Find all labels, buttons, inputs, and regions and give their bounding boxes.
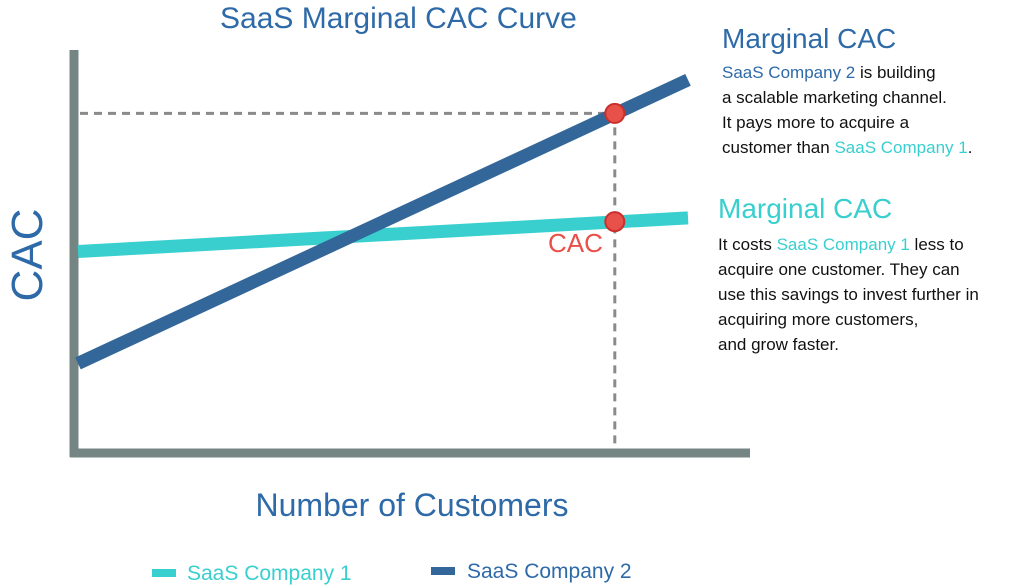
annotation-title-company-2: Marginal CAC [722, 23, 896, 54]
annotation-company-1: Marginal CAC It costs SaaS Company 1 les… [718, 193, 979, 354]
x-axis-label: Number of Customers [256, 487, 569, 523]
annotation-company-2-line-3: It pays more to acquire a [722, 113, 910, 132]
series-line-company-2 [75, 73, 691, 370]
annotation-company-1-line-1-seg-2: SaaS Company 1 [777, 235, 910, 254]
annotation-company-2-line-2-seg-1: a scalable marketing channel. [722, 88, 947, 107]
legend-swatch-company-2 [431, 567, 455, 575]
legend-label-company-2: SaaS Company 2 [467, 560, 632, 583]
annotation-company-2-line-3-seg-1: It pays more to acquire a [722, 113, 910, 132]
marker-company-1 [604, 211, 626, 233]
axes [69, 50, 750, 458]
annotation-company-1-line-4-seg-1: acquiring more customers, [718, 310, 918, 329]
chart-title: SaaS Marginal CAC Curve [220, 2, 577, 35]
annotation-company-1-line-3-seg-1: use this savings to invest further in [718, 285, 979, 304]
legend-label-company-1: SaaS Company 1 [187, 562, 352, 585]
annotation-company-2-line-4-seg-2: SaaS Company 1 [834, 138, 967, 157]
annotation-company-1-line-2: acquire one customer. They can [718, 260, 960, 279]
annotation-company-1-line-2-seg-1: acquire one customer. They can [718, 260, 960, 279]
annotation-body-company-2: SaaS Company 2 is building a scalable mar… [722, 63, 972, 157]
legend: SaaS Company 1 SaaS Company 2 [152, 560, 632, 585]
annotation-body-company-1: It costs SaaS Company 1 less to acquire o… [718, 235, 979, 354]
series-lines [75, 73, 691, 370]
annotation-company-1-line-4: acquiring more customers, [718, 310, 918, 329]
marker-company-2 [604, 102, 626, 124]
series-line-company-1 [77, 211, 689, 258]
annotation-company-1-line-3: use this savings to invest further in [718, 285, 979, 304]
annotation-company-2-line-4-seg-1: customer than [722, 138, 834, 157]
y-axis-label: CAC [3, 209, 52, 302]
annotation-company-1-line-1-seg-3: less to [910, 235, 964, 254]
guide-lines [80, 111, 617, 449]
annotation-company-2-line-1-seg-2: is building [855, 63, 935, 82]
annotation-company-2-line-2: a scalable marketing channel. [722, 88, 947, 107]
annotation-company-1-line-1: It costs SaaS Company 1 less to [718, 235, 964, 254]
markers [604, 102, 626, 233]
legend-swatch-company-1 [152, 569, 176, 577]
point-label-cac: CAC [548, 228, 603, 258]
annotation-title-company-1: Marginal CAC [718, 193, 892, 224]
annotation-company-2-line-1: SaaS Company 2 is building [722, 63, 936, 82]
annotation-company-2-line-1-seg-1: SaaS Company 2 [722, 63, 855, 82]
annotation-company-2-line-4: customer than SaaS Company 1. [722, 138, 972, 157]
annotation-company-2-line-4-seg-3: . [968, 138, 973, 157]
annotation-company-1-line-1-seg-1: It costs [718, 235, 777, 254]
annotation-company-1-line-5-seg-1: and grow faster. [718, 335, 839, 354]
annotation-company-1-line-5: and grow faster. [718, 335, 839, 354]
annotation-company-2: Marginal CAC SaaS Company 2 is building a… [722, 23, 972, 157]
